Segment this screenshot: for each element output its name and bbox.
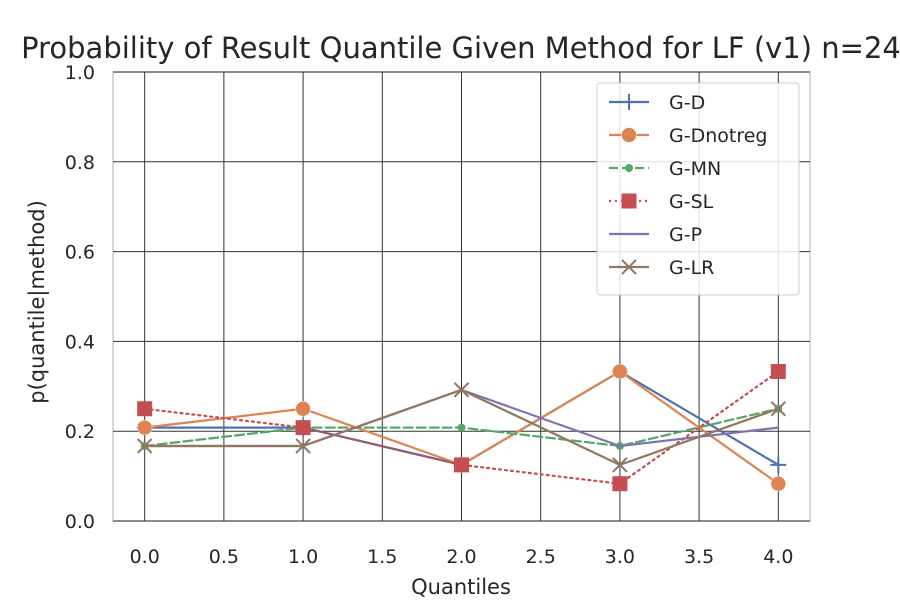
x-tick-label: 0.5 [209,546,239,568]
series-g-lr [136,382,787,473]
legend-label: G-LR [669,257,714,279]
legend-item: G-MN [609,158,721,180]
legend-marker [625,164,633,172]
series-layer [136,363,787,492]
data-point [137,401,153,417]
data-point [454,457,469,473]
legend-label: G-P [669,224,702,246]
y-tick-label: 0.4 [65,331,95,353]
x-tick-label: 1.5 [367,546,397,568]
data-point [770,401,787,417]
data-point [295,401,311,417]
data-point [295,420,311,436]
x-tick-label: 2.0 [446,546,476,568]
x-tick-label: 1.0 [288,546,318,568]
x-tick-label: 3.0 [605,546,635,568]
legend-marker [621,127,637,143]
legend-marker [621,193,637,209]
data-point [770,456,787,473]
legend-label: G-D [669,92,705,114]
legend-item: G-Dnotreg [609,125,767,147]
y-tick-label: 0.6 [65,242,95,264]
y-axis-ticks: 0.0 0.2 0.4 0.6 0.8 1.0 [65,62,95,533]
legend: G-D G-Dnotreg G-MN G-SL G-P G-LR [596,82,800,296]
y-tick-label: 0.0 [65,511,95,533]
legend-item: G-SL [609,191,714,213]
data-point [453,382,470,398]
data-point [612,476,628,492]
legend-item: G-P [609,224,702,246]
y-axis-label: p(quantile|method) [25,200,50,404]
legend-label: G-MN [669,158,721,180]
data-point [612,363,628,380]
data-point [770,475,787,492]
x-axis-ticks: 0.0 0.5 1.0 1.5 2.0 2.5 3.0 3.5 4.0 [130,546,794,568]
data-point [770,363,786,379]
data-point [136,419,153,436]
data-point [612,457,628,473]
data-point [295,438,311,454]
legend-label: G-SL [669,191,714,213]
legend-item: G-LR [609,257,714,279]
legend-label: G-Dnotreg [669,125,767,147]
x-tick-label: 2.5 [526,546,556,568]
legend-item: G-D [609,92,705,114]
x-tick-label: 0.0 [130,546,160,568]
legend-marker [621,259,637,275]
x-tick-label: 4.0 [763,546,793,568]
data-point [136,438,153,454]
legend-marker [621,94,637,110]
x-axis-label: Quantiles [411,575,511,599]
chart-title: Probability of Result Quantile Given Met… [21,31,900,65]
data-point [457,423,466,432]
x-tick-label: 3.5 [684,546,714,568]
y-tick-label: 1.0 [65,62,95,84]
y-tick-label: 0.8 [65,152,95,174]
y-tick-label: 0.2 [65,421,95,443]
